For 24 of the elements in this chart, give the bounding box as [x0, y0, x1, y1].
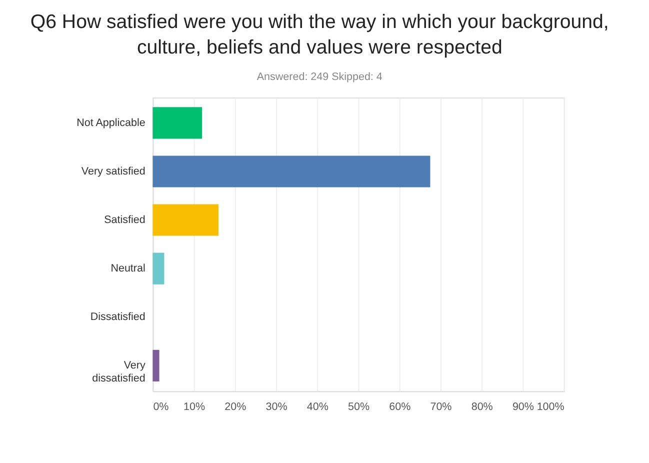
x-tick-label: 10% — [184, 401, 206, 414]
x-tick-label: 70% — [430, 401, 452, 414]
x-tick-label: 50% — [348, 401, 370, 414]
bar — [152, 204, 218, 236]
x-tick-label: 20% — [224, 401, 247, 414]
chart-subtitle: Answered: 249 Skipped: 4 — [256, 70, 382, 83]
x-tick-label: 40% — [306, 401, 329, 414]
bar — [152, 156, 430, 188]
x-tick-label: 30% — [266, 401, 288, 414]
x-tick-label: 80% — [471, 401, 494, 414]
x-tick-label: 60% — [389, 401, 412, 414]
y-tick-label: Satisfied — [104, 214, 146, 226]
y-tick-label: Dissatisfied — [90, 311, 146, 324]
y-tick-label: Not Applicable — [76, 116, 146, 129]
x-tick-label: 0% — [153, 401, 170, 414]
bar — [152, 107, 202, 139]
x-tick-label: 90% — [512, 401, 534, 414]
bar — [152, 350, 160, 382]
y-tick-label: Very dissatisfied — [92, 360, 146, 384]
chart-title: Q6 How satisfied were you with the way in which your background, culture, beliefs and values were respected — [30, 10, 609, 58]
x-tick-label: 100% — [536, 401, 565, 414]
y-tick-label: Neutral — [110, 262, 146, 275]
bar — [152, 252, 164, 284]
y-tick-label: Very satisfied — [81, 165, 146, 178]
